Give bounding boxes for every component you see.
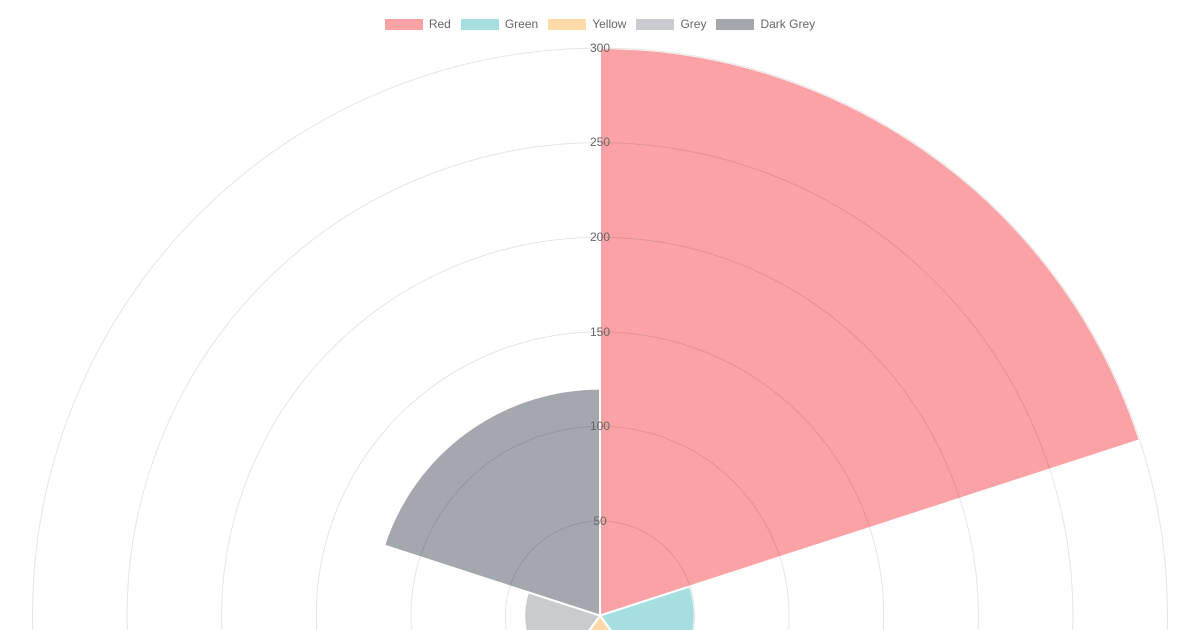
segment-yellow[interactable] bbox=[578, 613, 622, 630]
grid-ring-250 bbox=[126, 142, 1074, 630]
tick-label-50: 50 bbox=[593, 514, 607, 528]
segment-green[interactable] bbox=[598, 585, 696, 630]
legend-item-yellow[interactable]: Yellow bbox=[548, 17, 626, 31]
legend-label: Dark Grey bbox=[760, 17, 816, 31]
tick-label-150: 150 bbox=[590, 325, 610, 339]
chart-legend: Red Green Yellow Grey Dark Grey bbox=[0, 17, 1200, 31]
grid-ring-100 bbox=[410, 425, 790, 630]
radial-grid bbox=[32, 47, 1168, 630]
legend-item-grey[interactable]: Grey bbox=[636, 17, 706, 31]
legend-swatch-yellow bbox=[548, 18, 587, 30]
radial-tick-labels: 50 100 150 200 250 300 bbox=[590, 41, 610, 528]
tick-label-250: 250 bbox=[590, 135, 610, 149]
legend-label: Red bbox=[428, 17, 451, 31]
segment-grey[interactable] bbox=[523, 590, 602, 630]
tick-label-200: 200 bbox=[590, 230, 610, 244]
grid-ring-50 bbox=[504, 520, 696, 630]
grid-ring-150 bbox=[315, 331, 885, 630]
legend-label: Green bbox=[504, 17, 539, 31]
legend-swatch-grey bbox=[636, 18, 675, 30]
legend-label: Yellow bbox=[592, 17, 627, 31]
legend-label: Grey bbox=[680, 17, 707, 31]
chart-segments bbox=[382, 47, 1141, 630]
legend-swatch-dark-grey bbox=[716, 18, 755, 30]
grid-ring-300 bbox=[32, 47, 1168, 630]
segment-dark-grey[interactable] bbox=[382, 387, 601, 617]
segment-red[interactable] bbox=[599, 47, 1141, 617]
legend-item-red[interactable]: Red bbox=[384, 17, 451, 31]
legend-swatch-red bbox=[384, 18, 423, 30]
tick-label-300: 300 bbox=[590, 41, 610, 55]
legend-item-dark-grey[interactable]: Dark Grey bbox=[716, 17, 815, 31]
tick-label-100: 100 bbox=[590, 419, 610, 433]
legend-item-green[interactable]: Green bbox=[460, 17, 539, 31]
grid-ring-200 bbox=[221, 236, 979, 630]
legend-swatch-green bbox=[460, 18, 499, 30]
